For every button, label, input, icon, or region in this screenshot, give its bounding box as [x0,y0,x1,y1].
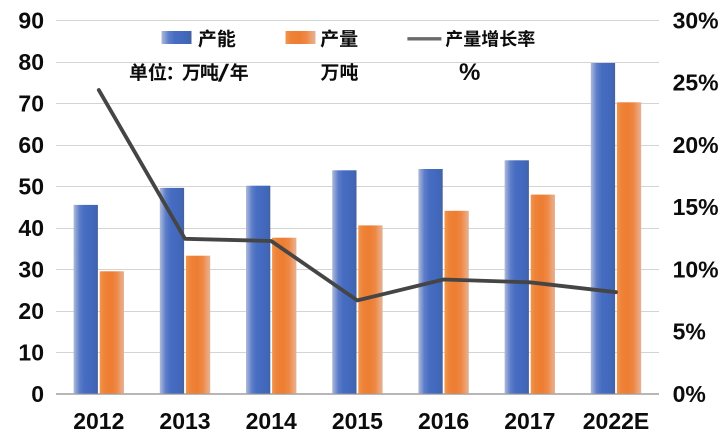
svg-text:40: 40 [18,215,44,241]
svg-text:20: 20 [18,298,44,324]
svg-text:2017: 2017 [504,408,555,434]
svg-text:%: % [459,59,480,86]
svg-text:90: 90 [18,7,44,33]
svg-text:0%: 0% [673,381,706,407]
svg-text:10%: 10% [673,256,719,282]
svg-text:2012: 2012 [73,408,124,434]
svg-text:2015: 2015 [332,408,383,434]
svg-text:2014: 2014 [246,408,297,434]
svg-text:80: 80 [18,49,44,75]
svg-text:25%: 25% [673,70,719,96]
svg-text:2022E: 2022E [583,408,650,434]
svg-text:10: 10 [18,339,44,365]
svg-text:0: 0 [31,381,44,407]
svg-text:20%: 20% [673,132,719,158]
svg-text:30%: 30% [673,7,719,33]
svg-text:50: 50 [18,173,44,199]
svg-text:5%: 5% [673,319,706,345]
svg-text:2016: 2016 [418,408,469,434]
svg-text:15%: 15% [673,194,719,220]
svg-text:70: 70 [18,90,44,116]
svg-text:60: 60 [18,132,44,158]
svg-text:30: 30 [18,256,44,282]
svg-text:2013: 2013 [159,408,210,434]
